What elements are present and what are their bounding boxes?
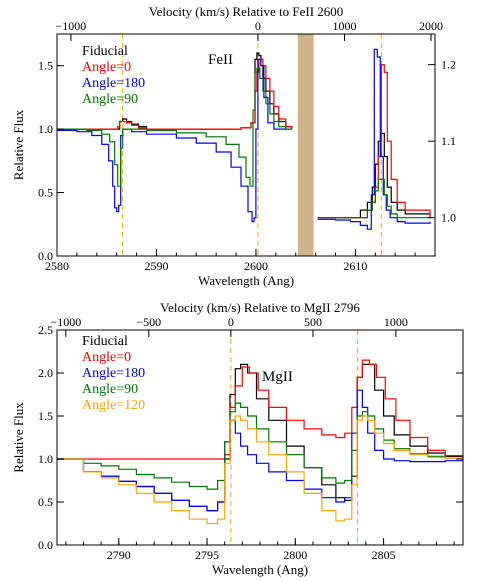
x-tick-label: 2805 <box>372 548 396 562</box>
legend-entry: Fiducial <box>82 334 128 349</box>
ion-label: MgII <box>262 369 293 385</box>
right-y-tick-label: 1.0 <box>441 211 456 225</box>
top-tick-label: −1000 <box>50 315 81 329</box>
y-tick-label: 0.0 <box>38 249 53 263</box>
y-tick-label: 1.5 <box>38 409 53 423</box>
y-tick-label: 0.0 <box>38 538 53 552</box>
y-tick-label: 1.0 <box>38 122 53 136</box>
series-group <box>57 359 463 525</box>
y-tick-label: 1.0 <box>38 452 53 466</box>
series-line-angle-90 <box>57 402 463 490</box>
ion-label: FeII <box>208 52 233 68</box>
series-group <box>57 48 431 230</box>
y-axis-title: Relative Flux <box>11 402 26 473</box>
masked-region-band <box>297 34 314 256</box>
x-tick-label: 2580 <box>45 259 69 273</box>
series-line-angle-90 <box>57 67 292 187</box>
series-line-angle-120 <box>57 415 463 525</box>
y-tick-label: 0.5 <box>38 495 53 509</box>
top-tick-label: 0 <box>255 19 261 33</box>
y-tick-label: 0.5 <box>38 186 53 200</box>
top-tick-label: 2000 <box>419 19 443 33</box>
top-axis-title: Velocity (km/s) Relative to MgII 2796 <box>160 300 360 315</box>
y-axis-title: Relative Flux <box>11 109 26 180</box>
top-tick-label: −1000 <box>56 19 87 33</box>
series-line-angle-180 <box>57 389 463 512</box>
series-line-angle-180-right <box>317 48 431 230</box>
top-axis-title: Velocity (km/s) Relative to FeII 2600 <box>149 4 344 19</box>
x-tick-label: 2610 <box>343 259 367 273</box>
legend-entry: Angle=90 <box>82 382 138 397</box>
legend-entry: Angle=180 <box>82 76 145 91</box>
series-line-angle-0 <box>57 58 293 130</box>
legend-entry: Angle=0 <box>82 350 131 365</box>
y-tick-label: 1.5 <box>38 59 53 73</box>
x-tick-label: 2800 <box>283 548 307 562</box>
legend-entry: Angle=120 <box>82 398 145 413</box>
series-line-angle-90-right <box>317 178 430 219</box>
right-y-tick-label: 1.2 <box>441 58 456 72</box>
panel-feii: 2580259026002610−2000−10000100020000.00.… <box>11 4 456 288</box>
right-y-tick-label: 1.1 <box>441 134 456 148</box>
legend-entry: Angle=90 <box>82 92 138 107</box>
x-axis-title: Wavelength (Ang) <box>198 273 294 288</box>
y-tick-label: 2.0 <box>38 366 53 380</box>
x-tick-label: 2790 <box>107 548 131 562</box>
top-tick-label: 0 <box>228 315 234 329</box>
top-tick-label: −500 <box>136 315 161 329</box>
plot-frame <box>56 33 436 257</box>
legend-entry: Fiducial <box>82 44 128 59</box>
y-tick-label: 2.5 <box>38 323 53 337</box>
top-tick-label: 1000 <box>384 315 408 329</box>
panel-mgii: 2790 2795 2800 2805 −1000 −500 0 500 1000 0.0 0.5 1… <box>11 300 464 577</box>
legend-entry: Angle=180 <box>82 366 145 381</box>
series-line-angle-180 <box>57 58 292 223</box>
x-axis-title: Wavelength (Ang) <box>212 562 308 577</box>
legend-entry: Angle=0 <box>82 60 131 75</box>
top-tick-label: 1000 <box>332 19 356 33</box>
x-tick-label: 2600 <box>244 259 268 273</box>
top-tick-label: 500 <box>304 315 322 329</box>
x-tick-label: 2795 <box>195 548 219 562</box>
x-tick-label: 2590 <box>144 259 168 273</box>
